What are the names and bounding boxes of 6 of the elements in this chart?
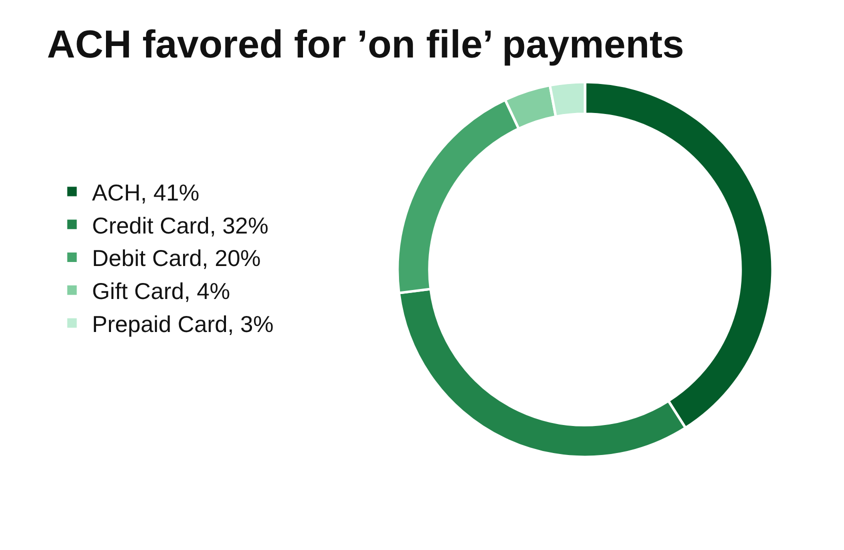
chart-title: ACH favored for ’on file’ payments	[47, 23, 684, 66]
legend-label: Prepaid Card, 3%	[92, 311, 274, 338]
legend-label: Gift Card, 4%	[92, 278, 230, 304]
legend-label: ACH, 41%	[92, 179, 200, 206]
legend-label: Credit Card, 32%	[92, 212, 268, 238]
legend-label: Debit Card, 20%	[92, 245, 261, 272]
